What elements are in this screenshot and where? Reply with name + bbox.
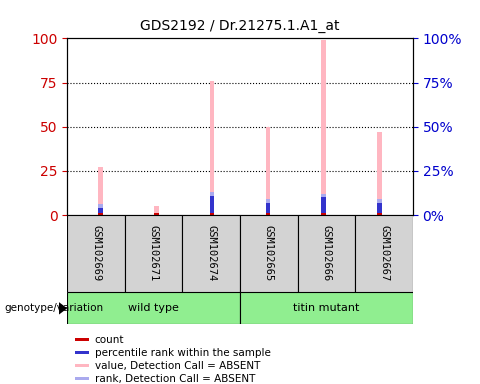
Bar bbox=[98, 208, 103, 213]
Bar bbox=[125, 215, 182, 292]
Bar bbox=[322, 40, 326, 215]
Text: titin mutant: titin mutant bbox=[293, 303, 360, 313]
Bar bbox=[98, 167, 103, 215]
Text: GSM102667: GSM102667 bbox=[379, 225, 389, 281]
Bar bbox=[322, 197, 326, 213]
Bar bbox=[322, 194, 326, 197]
Bar bbox=[210, 213, 215, 215]
Bar bbox=[377, 132, 382, 215]
Bar bbox=[210, 195, 215, 213]
Bar bbox=[98, 204, 103, 208]
Bar bbox=[265, 199, 270, 203]
Bar bbox=[210, 192, 215, 195]
Bar bbox=[210, 81, 215, 215]
Bar bbox=[75, 351, 89, 354]
Bar bbox=[265, 213, 270, 215]
Bar bbox=[75, 338, 89, 341]
Text: genotype/variation: genotype/variation bbox=[5, 303, 104, 313]
Text: GSM102671: GSM102671 bbox=[149, 225, 158, 281]
Bar bbox=[67, 292, 240, 324]
Text: value, Detection Call = ABSENT: value, Detection Call = ABSENT bbox=[95, 361, 260, 371]
Bar bbox=[377, 203, 382, 213]
Text: GSM102666: GSM102666 bbox=[322, 225, 331, 281]
Bar bbox=[98, 213, 103, 215]
Bar bbox=[240, 215, 298, 292]
Text: count: count bbox=[95, 335, 124, 345]
Text: wild type: wild type bbox=[128, 303, 179, 313]
Bar bbox=[67, 215, 125, 292]
Bar bbox=[355, 215, 413, 292]
Text: percentile rank within the sample: percentile rank within the sample bbox=[95, 348, 271, 358]
Bar bbox=[322, 213, 326, 215]
Bar bbox=[154, 206, 158, 215]
Text: GSM102665: GSM102665 bbox=[264, 225, 274, 281]
Text: GSM102674: GSM102674 bbox=[206, 225, 216, 281]
Bar bbox=[240, 292, 413, 324]
Bar bbox=[182, 215, 240, 292]
Title: GDS2192 / Dr.21275.1.A1_at: GDS2192 / Dr.21275.1.A1_at bbox=[140, 19, 340, 33]
Bar bbox=[377, 213, 382, 215]
Text: rank, Detection Call = ABSENT: rank, Detection Call = ABSENT bbox=[95, 374, 255, 384]
Polygon shape bbox=[59, 302, 67, 315]
Bar bbox=[75, 377, 89, 380]
Bar bbox=[298, 215, 355, 292]
Bar bbox=[377, 199, 382, 203]
Text: GSM102669: GSM102669 bbox=[91, 225, 101, 281]
Bar bbox=[265, 127, 270, 215]
Bar bbox=[154, 213, 158, 215]
Bar bbox=[265, 203, 270, 213]
Bar bbox=[75, 364, 89, 367]
